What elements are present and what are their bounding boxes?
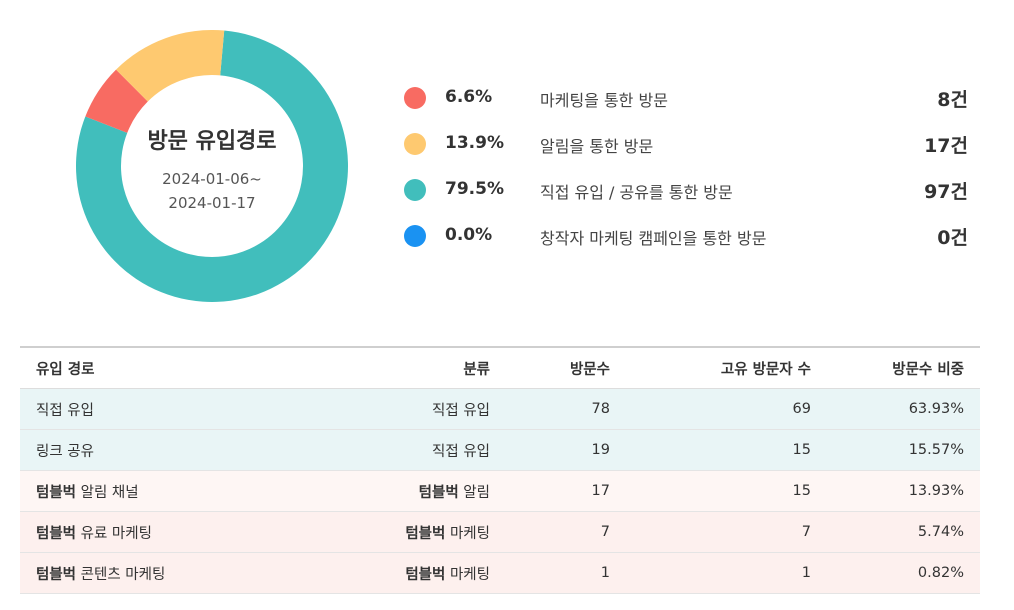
cell-source: 링크 공유: [20, 429, 232, 471]
legend-percent: 0.0%: [445, 225, 493, 245]
legend-percent: 13.9%: [445, 133, 504, 153]
table-row: 텀블벅 콘텐츠 마케팅 텀블벅 마케팅 1 1 0.82%: [20, 552, 980, 594]
table-row: 직접 유입 직접 유입 78 69 63.93%: [20, 388, 980, 430]
brand-text: 텀블벅: [405, 566, 446, 583]
chart-date-end: 2024-01-17: [168, 194, 255, 212]
cell-category: 텀블벅 마케팅: [232, 511, 506, 553]
cell-share: 15.57%: [827, 429, 980, 471]
source-text: 알림 채널: [76, 484, 139, 501]
cell-source: 텀블벅 콘텐츠 마케팅: [20, 552, 232, 594]
traffic-source-table: 유입 경로 분류 방문수 고유 방문자 수 방문수 비중 직접 유입 직접 유입…: [20, 346, 980, 594]
legend-count: 17건: [924, 135, 968, 157]
cell-visits: 1: [506, 552, 626, 594]
legend-count: 8건: [937, 89, 968, 111]
cell-source: 텀블벅 알림 채널: [20, 470, 232, 512]
category-text: 직접 유입: [432, 443, 490, 460]
cell-source: 직접 유입: [20, 388, 232, 430]
brand-text: 텀블벅: [36, 566, 77, 583]
legend-item: 13.9% 알림을 통한 방문 17건: [404, 122, 974, 168]
donut-slices: [76, 30, 348, 302]
cell-visits: 19: [506, 429, 626, 471]
table-row: 텀블벅 알림 채널 텀블벅 알림 17 15 13.93%: [20, 470, 980, 512]
table-header-row: 유입 경로 분류 방문수 고유 방문자 수 방문수 비중: [20, 346, 980, 389]
brand-text: 텀블벅: [418, 484, 459, 501]
cell-share: 63.93%: [827, 388, 980, 430]
cell-visits: 7: [506, 511, 626, 553]
legend-swatch-notification: [404, 133, 426, 155]
legend-item: 0.0% 창작자 마케팅 캠페인을 통한 방문 0건: [404, 214, 974, 260]
legend-percent: 79.5%: [445, 179, 504, 199]
slice-marketing: [85, 69, 148, 133]
chart-date-start: 2024-01-06~: [162, 170, 262, 188]
cell-unique-visitors: 15: [626, 470, 827, 512]
legend-percent: 6.6%: [445, 87, 493, 107]
source-text: 유료 마케팅: [76, 525, 152, 542]
cell-share: 5.74%: [827, 511, 980, 553]
legend-count: 97건: [924, 181, 968, 203]
legend-label: 직접 유입 / 공유를 통한 방문: [540, 183, 733, 202]
brand-text: 텀블벅: [405, 525, 446, 542]
category-text: 직접 유입: [432, 402, 490, 419]
slice-notification: [116, 30, 225, 102]
category-text: 알림: [458, 484, 490, 501]
cell-category: 직접 유입: [232, 429, 506, 471]
source-text: 직접 유입: [36, 402, 94, 419]
legend-count: 0건: [937, 227, 968, 249]
column-header-unique-visitors: 고유 방문자 수: [626, 346, 827, 389]
cell-share: 0.82%: [827, 552, 980, 594]
category-text: 마케팅: [445, 566, 490, 583]
legend-item: 6.6% 마케팅을 통한 방문 8건: [404, 76, 974, 122]
cell-unique-visitors: 1: [626, 552, 827, 594]
legend-swatch-marketing: [404, 87, 426, 109]
cell-category: 직접 유입: [232, 388, 506, 430]
table-row: 텀블벅 유료 마케팅 텀블벅 마케팅 7 7 5.74%: [20, 511, 980, 553]
cell-source: 텀블벅 유료 마케팅: [20, 511, 232, 553]
brand-text: 텀블벅: [36, 484, 77, 501]
legend-label: 마케팅을 통한 방문: [540, 91, 668, 110]
category-text: 마케팅: [445, 525, 490, 542]
cell-unique-visitors: 69: [626, 388, 827, 430]
cell-unique-visitors: 15: [626, 429, 827, 471]
legend-label: 창작자 마케팅 캠페인을 통한 방문: [540, 229, 767, 248]
column-header-visits: 방문수: [506, 346, 626, 389]
chart-title: 방문 유입경로: [147, 129, 276, 154]
cell-visits: 78: [506, 388, 626, 430]
legend-swatch-campaign: [404, 225, 426, 247]
chart-legend: 6.6% 마케팅을 통한 방문 8건 13.9% 알림을 통한 방문 17건 7…: [404, 76, 974, 260]
column-header-source: 유입 경로: [20, 346, 232, 389]
legend-label: 알림을 통한 방문: [540, 137, 654, 156]
column-header-category: 분류: [232, 346, 506, 389]
source-text: 링크 공유: [36, 443, 94, 460]
legend-item: 79.5% 직접 유입 / 공유를 통한 방문 97건: [404, 168, 974, 214]
cell-visits: 17: [506, 470, 626, 512]
cell-share: 13.93%: [827, 470, 980, 512]
slice-direct: [76, 30, 348, 302]
cell-unique-visitors: 7: [626, 511, 827, 553]
table-row: 링크 공유 직접 유입 19 15 15.57%: [20, 429, 980, 471]
legend-swatch-direct: [404, 179, 426, 201]
donut-chart: 방문 유입경로 2024-01-06~ 2024-01-17: [76, 30, 348, 302]
cell-category: 텀블벅 알림: [232, 470, 506, 512]
cell-category: 텀블벅 마케팅: [232, 552, 506, 594]
brand-text: 텀블벅: [36, 525, 77, 542]
source-text: 콘텐츠 마케팅: [76, 566, 166, 583]
column-header-share: 방문수 비중: [827, 346, 980, 389]
